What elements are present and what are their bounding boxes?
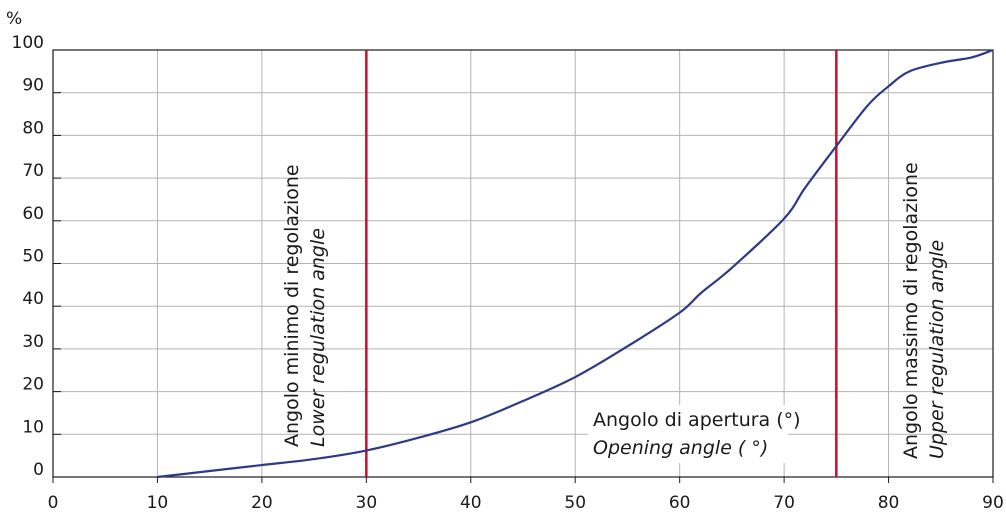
plot-frame [52,49,994,478]
x-axis-label-bg [588,405,788,463]
x-tick-label: 70 [773,493,795,513]
y-tick-label: 70 [22,161,44,181]
series-line [157,48,994,479]
y-tick-label: 80 [22,118,44,138]
y-tick-label: 20 [22,375,44,395]
x-tick-label: 0 [48,493,59,513]
x-axis-label-it: Angolo di apertura (°) [593,409,801,431]
regulation-lines [365,50,838,477]
lower-angle-label-it: Angolo minimo di regolazione [281,164,303,447]
series [157,48,994,479]
x-axis-label-en: Opening angle ( °) [593,437,768,459]
x-tick-label: 90 [982,493,1004,513]
y-tick-label: 0 [33,460,44,480]
x-tick-label: 30 [356,493,378,513]
y-tick-label: 60 [22,204,44,224]
axes [52,49,994,483]
x-tick-label: 60 [669,493,691,513]
y-tick-label: 40 [22,289,44,309]
x-tick-label: 10 [147,493,169,513]
y-tick-label: 30 [22,332,44,352]
upper-angle-label-en: Upper regulation angle [926,240,948,459]
lower-angle-label-en: Lower regulation angle [307,228,329,447]
x-tick-label: 50 [564,493,586,513]
y-tick-label: 10 [22,417,44,437]
y-axis-label: % [6,9,22,29]
x-tick-label: 20 [251,493,273,513]
x-tick-label: 40 [460,493,482,513]
y-tick-label: 50 [22,247,44,267]
grid [53,50,993,477]
y-tick-label: 90 [22,76,44,96]
upper-angle-label-it: Angolo massimo di regolazione [900,162,922,459]
x-tick-label: 80 [878,493,900,513]
tick-labels: 0 10 20 30 40 50 60 70 80 90 0 10 20 30 40 50 60 70 80 90 10… [12,33,1004,513]
y-tick-label: 100 [12,33,44,53]
